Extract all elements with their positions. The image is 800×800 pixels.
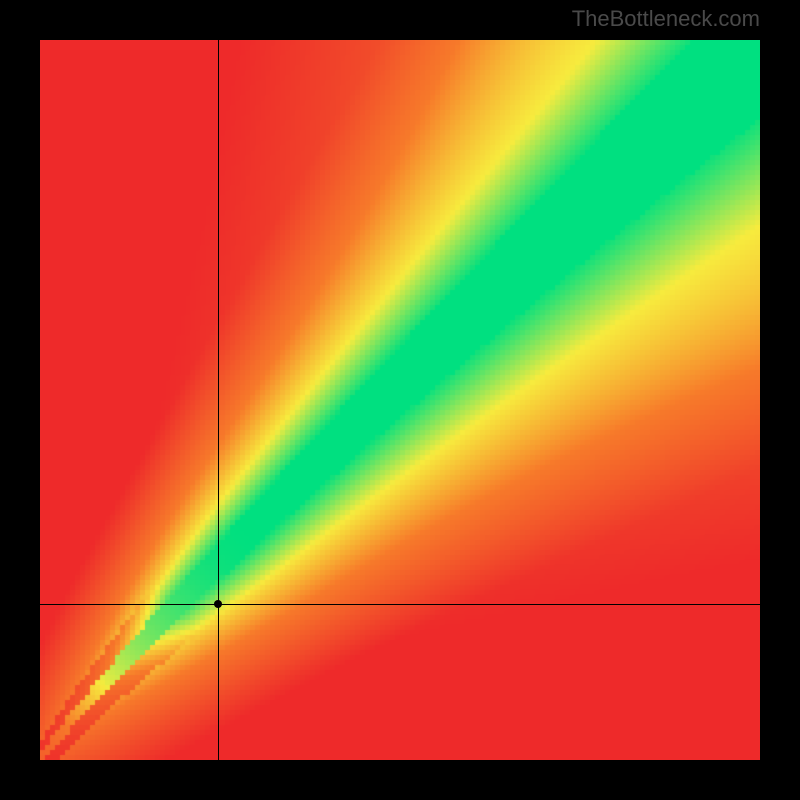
crosshair-marker: [214, 600, 222, 608]
plot-area: [40, 40, 760, 760]
crosshair-vertical: [218, 40, 219, 760]
crosshair-horizontal: [40, 604, 760, 605]
heatmap-canvas: [40, 40, 760, 760]
watermark-text: TheBottleneck.com: [572, 6, 760, 32]
chart-container: TheBottleneck.com: [0, 0, 800, 800]
